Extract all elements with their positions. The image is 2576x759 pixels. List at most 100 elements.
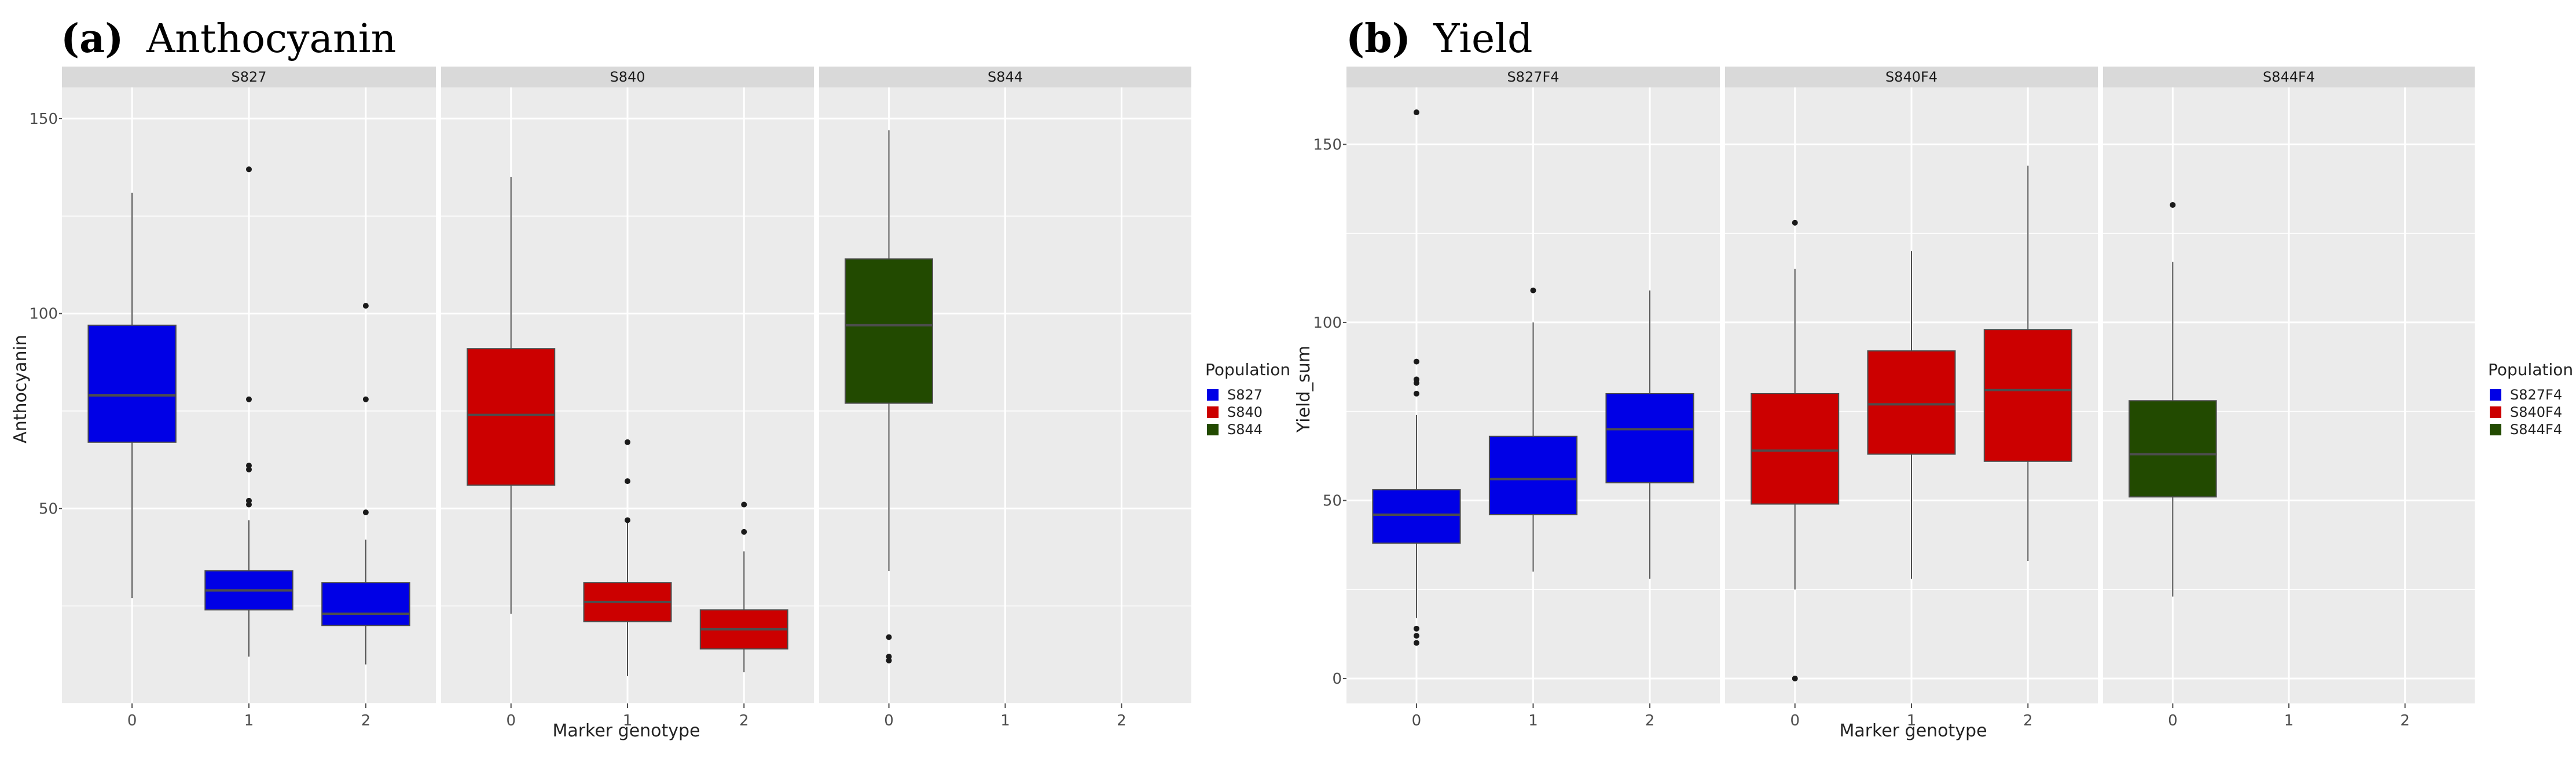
panel-a-facet-s827-x-tick-label: 0 [127,712,137,729]
panel-b-facet-s840f4-box-genotype-1 [1867,251,1956,579]
panel-b-facet-s840f4-x-tick-label: 0 [1790,712,1800,729]
panel-a-facet-s827-box-genotype-2-outlier-point [362,396,369,402]
panel-b-facet-s827f4-box-genotype-0 [1372,109,1461,646]
panel-a-facet-s840-x-tick-label: 1 [623,712,633,729]
panel-a-legend-key-s840 [1207,406,1219,418]
panel-b-legend-title: Population [2488,360,2573,379]
panel-a-x-axis-title: Marker genotype [552,721,700,741]
panel-a-facet-s827-box-genotype-0 [87,192,177,599]
panel-a-facet-s844-box-genotype-0-outlier-point [886,634,892,640]
panel-b-facet-s844f4-box-genotype-0-outlier-point [2170,201,2176,208]
panel-b-legend: Population S827F4 S840F4 S844F4 [2488,360,2573,438]
panel-a-facet-s840-box-genotype-2-outlier-point [741,501,747,508]
panel-a-facet-s844-strip [819,67,1191,87]
panel-b-legend-label-s840f4: S840F4 [2510,404,2562,420]
panel-a-y-tick-label: 150 [29,111,58,128]
panel-b-facet-s840f4-box-genotype-0-iqr-box [1751,393,1840,505]
panel-a-legend-key-s827 [1207,389,1219,401]
panel-b-facet-s827f4-box-genotype-2 [1605,290,1694,579]
panel-b-facet-s840f4-box-genotype-0-outlier-point [1792,675,1798,681]
panel-b-y-axis-title: Yield_sum [1294,346,1314,433]
panel-b-facet-s827f4-box-genotype-1 [1488,287,1578,572]
panel-a-title: (a) Anthocyanin [61,16,396,62]
panel-a-title-tag: (a) [61,16,123,62]
panel-b-facet-s827f4-box-genotype-0-outlier-point [1413,380,1419,386]
panel-a-facet-s840-box-genotype-1-outlier-point [625,517,630,523]
panel-a-legend-title: Population [1205,360,1290,379]
panel-a-facet-s840: S840 0 1 2 [441,67,814,729]
panel-b-facet-s827f4-strip-label: S827F4 [1507,69,1559,85]
panel-b-facet-s827f4-box-genotype-0-outlier-point [1413,625,1419,632]
panel-b-facet-s840f4-box-genotype-0-outlier-point [1792,219,1798,226]
panel-b-legend-key-s844f4 [2490,424,2501,435]
panel-b-facet-s844f4-strip [2103,67,2475,87]
panel-b-legend-label-s827f4: S827F4 [2510,387,2562,403]
panel-a-facet-s840-box-genotype-0 [467,177,556,614]
panel-a-legend-label-s844: S844 [1227,421,1263,438]
panel-a-facet-s844-x-tick-label: 1 [1000,712,1010,729]
panel-b-facet-s827f4-box-genotype-0-outlier-point [1413,640,1419,646]
panel-a-facet-s840-box-genotype-1-outlier-point [625,478,630,485]
panel-b-x-axis-title: Marker genotype [1839,721,1987,741]
panel-b-facet-s827f4-box-genotype-0-iqr-box [1372,489,1461,544]
panel-b-facet-s827f4-x-tick-label: 1 [1528,712,1538,729]
panel-b-facet-s840f4-x-tick-label: 1 [1907,712,1917,729]
panel-b-y-tick-label: 0 [1332,670,1342,688]
panel-b-y-tick-label: 50 [1323,492,1342,509]
panel-b-legend-key-s840f4 [2490,406,2501,418]
panel-a-facet-s827-box-genotype-1 [204,166,293,657]
panel-a-facet-s827-x-tick-label: 1 [244,712,254,729]
panel-a-facet-s827-box-genotype-2-iqr-box [321,582,410,626]
panel-b-facet-s827f4-x-tick-label: 2 [1645,712,1655,729]
panel-a-facet-s840-box-genotype-2-outlier-point [741,529,747,535]
panel-b-facet-s844f4-x-tick-label: 1 [2284,712,2294,729]
panel-b-facet-s840f4-box-genotype-0 [1751,219,1840,681]
panel-b-facet-s840f4-strip-label: S840F4 [1885,69,1937,85]
panel-a-facet-s827-box-genotype-2-outlier-point [362,509,369,516]
panel-b-title: (b) Yield [1346,16,1533,62]
panel-a-facet-s844-box-genotype-0-outlier-point [886,657,892,663]
panel-b-facet-s827f4-x-tick-label: 0 [1412,712,1422,729]
panel-a-facet-s827-box-genotype-1-outlier-point [246,501,252,508]
panel-a-facet-s827-box-genotype-1-outlier-point [246,166,252,173]
panel-a-facet-s827-box-genotype-1-outlier-point [246,396,252,402]
panel-a-plots: 50 100 150 S827 0 1 2 S840 0 1 2 S844 0 1 2 [29,67,1191,729]
panel-a-legend: Population S827 S840 S844 [1205,360,1290,438]
panel-a-facet-s827-box-genotype-2-outlier-point [362,303,369,309]
panel-a-facet-s827-box-genotype-2 [321,303,410,665]
panel-b-facet-s827f4-box-genotype-1-iqr-box [1488,435,1578,516]
panel-b-facet-s840f4-x-tick-label: 2 [2023,712,2033,729]
panel-b-facet-s840f4-box-genotype-2-iqr-box [1983,329,2072,462]
panel-a-legend-label-s840: S840 [1227,404,1263,420]
panel-b-facet-s844f4-box-genotype-0 [2129,201,2217,597]
panel-b-facet-s827f4-box-genotype-0-outlier-point [1413,390,1419,397]
panel-b-facet-s844f4-strip-label: S844F4 [2263,69,2315,85]
panel-a-facet-s827-x-tick-label: 2 [361,712,371,729]
panel-a-facet-s844-x-tick-label: 2 [1117,712,1126,729]
panel-a-facet-s844: S844 0 1 2 [819,67,1191,729]
panel-a-facet-s840-box-genotype-1 [583,439,672,676]
panel-a-facet-s844-box-genotype-0-iqr-box [845,258,933,404]
panel-b-plots: 0 50 100 150 S827F4 0 1 2 S840F4 0 1 2 S844F4 0 1 2 [1313,67,2475,729]
panel-b-facet-s840f4-strip [1725,67,2098,87]
panel-a-facet-s840-x-tick-label: 2 [739,712,749,729]
panel-a-title-word: Anthocyanin [146,16,396,62]
panel-a-y-tick-label: 50 [39,500,58,518]
panel-a-facet-s827: S827 0 1 2 [62,67,436,729]
panel-b-facet-s827f4-box-genotype-0-outlier-point [1413,358,1419,365]
panel-a-facet-s844-strip-label: S844 [988,69,1023,85]
panel-a-y-tick-label: 100 [29,306,58,323]
panel-a-facet-s840-box-genotype-1-outlier-point [625,439,630,445]
panel-b-legend-label-s844f4: S844F4 [2510,421,2562,438]
panel-b-y-tick-label: 150 [1313,136,1342,153]
panel-b-facet-s840f4-box-genotype-2 [1983,166,2072,561]
panel-a-facet-s840-box-genotype-2 [699,501,788,673]
panel-b-facet-s827f4-box-genotype-0-outlier-point [1413,633,1419,639]
panel-b-facet-s844f4-x-tick-label: 0 [2168,712,2178,729]
panel-b-facet-s827f4-strip [1346,67,1720,87]
panel-a-legend-label-s827: S827 [1227,387,1263,403]
panel-a-facet-s827-strip-label: S827 [231,69,266,85]
panel-b-legend-key-s827f4 [2490,389,2501,401]
panel-b-facet-s844f4-box-genotype-0-iqr-box [2129,400,2217,498]
